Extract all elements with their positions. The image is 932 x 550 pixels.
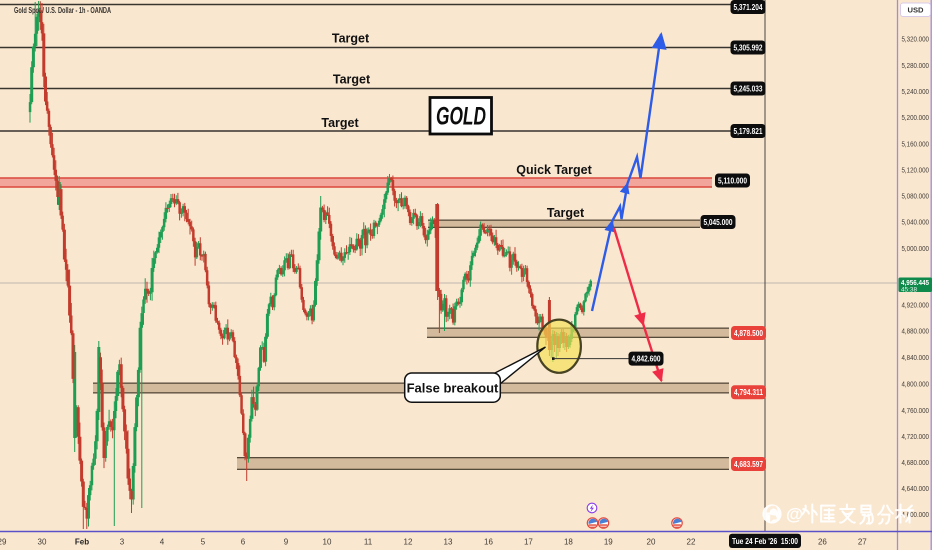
- svg-text:5: 5: [201, 538, 206, 547]
- svg-text:Feb: Feb: [75, 538, 89, 547]
- svg-text:4,880.000: 4,880.000: [902, 327, 930, 336]
- svg-text:13: 13: [444, 538, 453, 547]
- svg-text:5,120.000: 5,120.000: [902, 166, 930, 175]
- svg-text:USD: USD: [907, 6, 924, 15]
- svg-text:5,179.821: 5,179.821: [734, 126, 763, 136]
- svg-text:5,305.992: 5,305.992: [734, 42, 763, 52]
- svg-text:4,683.597: 4,683.597: [734, 459, 763, 469]
- svg-text:17: 17: [524, 538, 533, 547]
- svg-text:22: 22: [687, 538, 696, 547]
- svg-text:4,800.000: 4,800.000: [902, 380, 930, 389]
- svg-text:45:38: 45:38: [901, 286, 917, 293]
- svg-text:5,080.000: 5,080.000: [902, 192, 930, 201]
- svg-text:30: 30: [38, 538, 47, 547]
- svg-text:6: 6: [241, 538, 246, 547]
- svg-text:4,720.000: 4,720.000: [902, 432, 930, 441]
- svg-text:11: 11: [364, 538, 373, 547]
- svg-text:5,000.000: 5,000.000: [902, 244, 930, 253]
- svg-text:False breakout: False breakout: [407, 381, 499, 396]
- svg-text:5,280.000: 5,280.000: [902, 61, 930, 70]
- svg-text:Quick Target: Quick Target: [516, 163, 592, 177]
- svg-text:10: 10: [323, 538, 332, 547]
- svg-text:Target: Target: [333, 73, 371, 87]
- svg-text:5,245.033: 5,245.033: [734, 83, 763, 93]
- svg-text:9: 9: [284, 538, 289, 547]
- svg-text:Target: Target: [547, 206, 585, 220]
- svg-text:18: 18: [564, 538, 573, 547]
- svg-text:27: 27: [858, 538, 867, 547]
- svg-text:26: 26: [818, 538, 827, 547]
- svg-text:5,045.000: 5,045.000: [704, 217, 733, 227]
- svg-text:20: 20: [647, 538, 656, 547]
- svg-text:5,240.000: 5,240.000: [902, 87, 930, 96]
- svg-text:4,842.600: 4,842.600: [632, 354, 661, 364]
- svg-text:19: 19: [604, 538, 613, 547]
- svg-text:4,640.000: 4,640.000: [902, 484, 930, 493]
- svg-text:Target: Target: [321, 116, 359, 130]
- svg-text:12: 12: [404, 538, 413, 547]
- svg-text:4,680.000: 4,680.000: [902, 458, 930, 467]
- svg-text:29: 29: [0, 538, 7, 547]
- svg-text:4,600.000: 4,600.000: [902, 510, 930, 519]
- svg-text:16: 16: [484, 538, 493, 547]
- svg-text:GOLD: GOLD: [436, 103, 486, 131]
- svg-text:4: 4: [160, 538, 165, 547]
- svg-text:Tue 24 Feb '26 15:00: Tue 24 Feb '26 15:00: [732, 537, 798, 546]
- svg-text:5,320.000: 5,320.000: [902, 35, 930, 44]
- svg-text:5,371.204: 5,371.204: [734, 2, 763, 12]
- svg-text:5,110.000: 5,110.000: [718, 175, 747, 185]
- svg-text:5,160.000: 5,160.000: [902, 140, 930, 149]
- svg-text:3: 3: [120, 538, 125, 547]
- svg-text:Target: Target: [332, 32, 370, 46]
- svg-text:5,040.000: 5,040.000: [902, 218, 930, 227]
- svg-text:4,840.000: 4,840.000: [902, 353, 930, 362]
- svg-text:4,956.445: 4,956.445: [901, 278, 929, 287]
- svg-text:Gold Spot / U.S. Dollar - 1h -: Gold Spot / U.S. Dollar - 1h - OANDA: [14, 5, 111, 15]
- svg-text:5,200.000: 5,200.000: [902, 113, 930, 122]
- svg-text:@: @: [786, 504, 803, 524]
- svg-text:4,878.500: 4,878.500: [734, 328, 763, 338]
- svg-text:4,760.000: 4,760.000: [902, 406, 930, 415]
- svg-text:4,794.311: 4,794.311: [734, 387, 763, 397]
- svg-text:4,920.000: 4,920.000: [902, 301, 930, 310]
